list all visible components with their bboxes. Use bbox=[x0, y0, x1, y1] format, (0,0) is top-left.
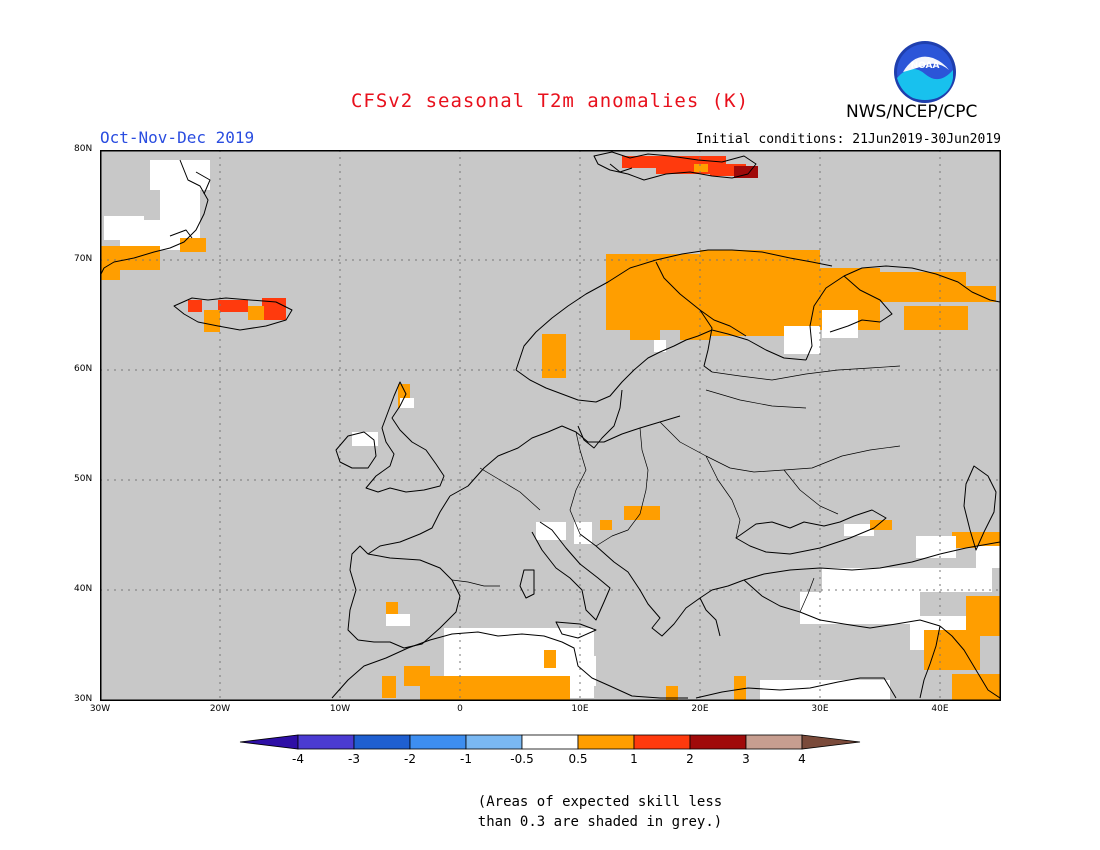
lon-label-30w: 30W bbox=[89, 704, 111, 714]
lat-label-50n: 50N bbox=[74, 474, 93, 484]
anomaly-cell-white bbox=[104, 216, 144, 240]
colorbar-box-5 bbox=[521, 734, 579, 750]
anomaly-cell-white bbox=[536, 522, 566, 540]
lat-label-30n: 30N bbox=[74, 694, 93, 704]
anomaly-cells bbox=[100, 156, 1000, 700]
colorbar-tick: 3 bbox=[742, 752, 750, 766]
colorbar-tick: 2 bbox=[686, 752, 694, 766]
period-label: Oct-Nov-Dec 2019 bbox=[100, 128, 255, 147]
colorbar-tick: 0.5 bbox=[568, 752, 588, 766]
lat-label-60n: 60N bbox=[74, 364, 93, 374]
colorbar-tick: -1 bbox=[460, 752, 472, 766]
lon-label-0: 0 bbox=[457, 704, 463, 714]
anomaly-cell-orange bbox=[600, 520, 612, 530]
anomaly-cell-white bbox=[386, 614, 410, 626]
colorbar-box-9 bbox=[745, 734, 803, 750]
colorbar-tick: -4 bbox=[292, 752, 304, 766]
coastlines-and-borders bbox=[100, 151, 1000, 699]
anomaly-cell-white bbox=[822, 568, 992, 592]
lon-label-20w: 20W bbox=[209, 704, 231, 714]
anomaly-map bbox=[100, 150, 1001, 701]
anomaly-cell-white bbox=[976, 546, 1000, 568]
anomaly-cell-orange bbox=[694, 164, 708, 172]
lat-label-40n: 40N bbox=[74, 584, 93, 594]
anomaly-cell-orange bbox=[544, 650, 556, 668]
colorbar-tick: -3 bbox=[348, 752, 360, 766]
anomaly-cell-orange bbox=[870, 520, 892, 530]
skill-note-line-1: (Areas of expected skill less bbox=[477, 794, 723, 810]
noaa-logo-icon: NOAA bbox=[894, 41, 956, 103]
anomaly-cell-orange bbox=[966, 596, 1000, 636]
chart-title: CFSv2 seasonal T2m anomalies (K) bbox=[350, 90, 750, 112]
anomaly-cell-orange bbox=[904, 306, 968, 330]
anomaly-cell-orange bbox=[100, 258, 120, 280]
colorbar-tick: -2 bbox=[404, 752, 416, 766]
lon-label-20e: 20E bbox=[691, 704, 709, 714]
anomaly-cell-orange bbox=[542, 334, 566, 378]
colorbar-tick: 4 bbox=[798, 752, 806, 766]
lon-label-30e: 30E bbox=[811, 704, 829, 714]
anomaly-cell-orange bbox=[630, 300, 660, 340]
lon-label-10w: 10W bbox=[329, 704, 351, 714]
anomaly-cell-orange bbox=[204, 310, 220, 332]
initial-conditions-label: Initial conditions: 21Jun2019-30Jun2019 bbox=[695, 132, 1001, 147]
colorbar-box-7 bbox=[633, 734, 691, 750]
anomaly-cell-white bbox=[566, 656, 596, 686]
anomaly-cell-orange bbox=[952, 532, 1000, 548]
colorbar-arrow-right bbox=[801, 734, 861, 750]
anomaly-cell-white bbox=[844, 524, 874, 536]
anomaly-cell-orange bbox=[248, 306, 264, 320]
colorbar-box-4 bbox=[465, 734, 523, 750]
lon-label-40e: 40E bbox=[931, 704, 949, 714]
anomaly-cell-white bbox=[800, 592, 920, 624]
colorbar-box-8 bbox=[689, 734, 747, 750]
colorbar-box-2 bbox=[353, 734, 411, 750]
anomaly-cell-white bbox=[574, 522, 592, 544]
anomaly-cell-orange bbox=[420, 676, 570, 700]
anomaly-cell-white bbox=[400, 398, 414, 408]
anomaly-cell-red bbox=[218, 300, 248, 312]
colorbar-box-6 bbox=[577, 734, 635, 750]
lon-label-10e: 10E bbox=[571, 704, 589, 714]
anomaly-cell-orange bbox=[386, 602, 398, 614]
colorbar-tick: 1 bbox=[630, 752, 638, 766]
anomaly-cell-orange bbox=[952, 674, 1000, 700]
skill-note-line-2: than 0.3 are shaded in grey.) bbox=[477, 814, 723, 830]
colorbar-box-1 bbox=[297, 734, 355, 750]
anomaly-cell-orange bbox=[856, 272, 966, 302]
agency-label: NWS/NCEP/CPC bbox=[846, 102, 978, 122]
skill-note: (Areas of expected skill less than 0.3 a… bbox=[400, 792, 800, 832]
anomaly-cell-white bbox=[760, 680, 890, 700]
anomaly-cell-orange bbox=[734, 676, 746, 700]
anomaly-cell-white bbox=[784, 326, 820, 354]
lat-label-70n: 70N bbox=[74, 254, 93, 264]
colorbar-box-3 bbox=[409, 734, 467, 750]
logo-text: NOAA bbox=[911, 61, 940, 71]
colorbar bbox=[239, 734, 861, 750]
anomaly-cell-orange bbox=[382, 676, 396, 698]
colorbar-tick: -0.5 bbox=[510, 752, 534, 766]
anomaly-cell-white bbox=[352, 432, 378, 446]
anomaly-cell-orange bbox=[666, 686, 678, 700]
gridlines bbox=[100, 150, 1000, 700]
anomaly-cell-orange bbox=[700, 250, 820, 336]
anomaly-cell-orange bbox=[624, 506, 660, 520]
lat-label-80n: 80N bbox=[74, 144, 93, 154]
colorbar-arrow-left bbox=[239, 734, 299, 750]
anomaly-cell-white bbox=[654, 340, 666, 352]
anomaly-cell-red bbox=[188, 300, 202, 312]
anomaly-cell-orange bbox=[180, 238, 206, 252]
